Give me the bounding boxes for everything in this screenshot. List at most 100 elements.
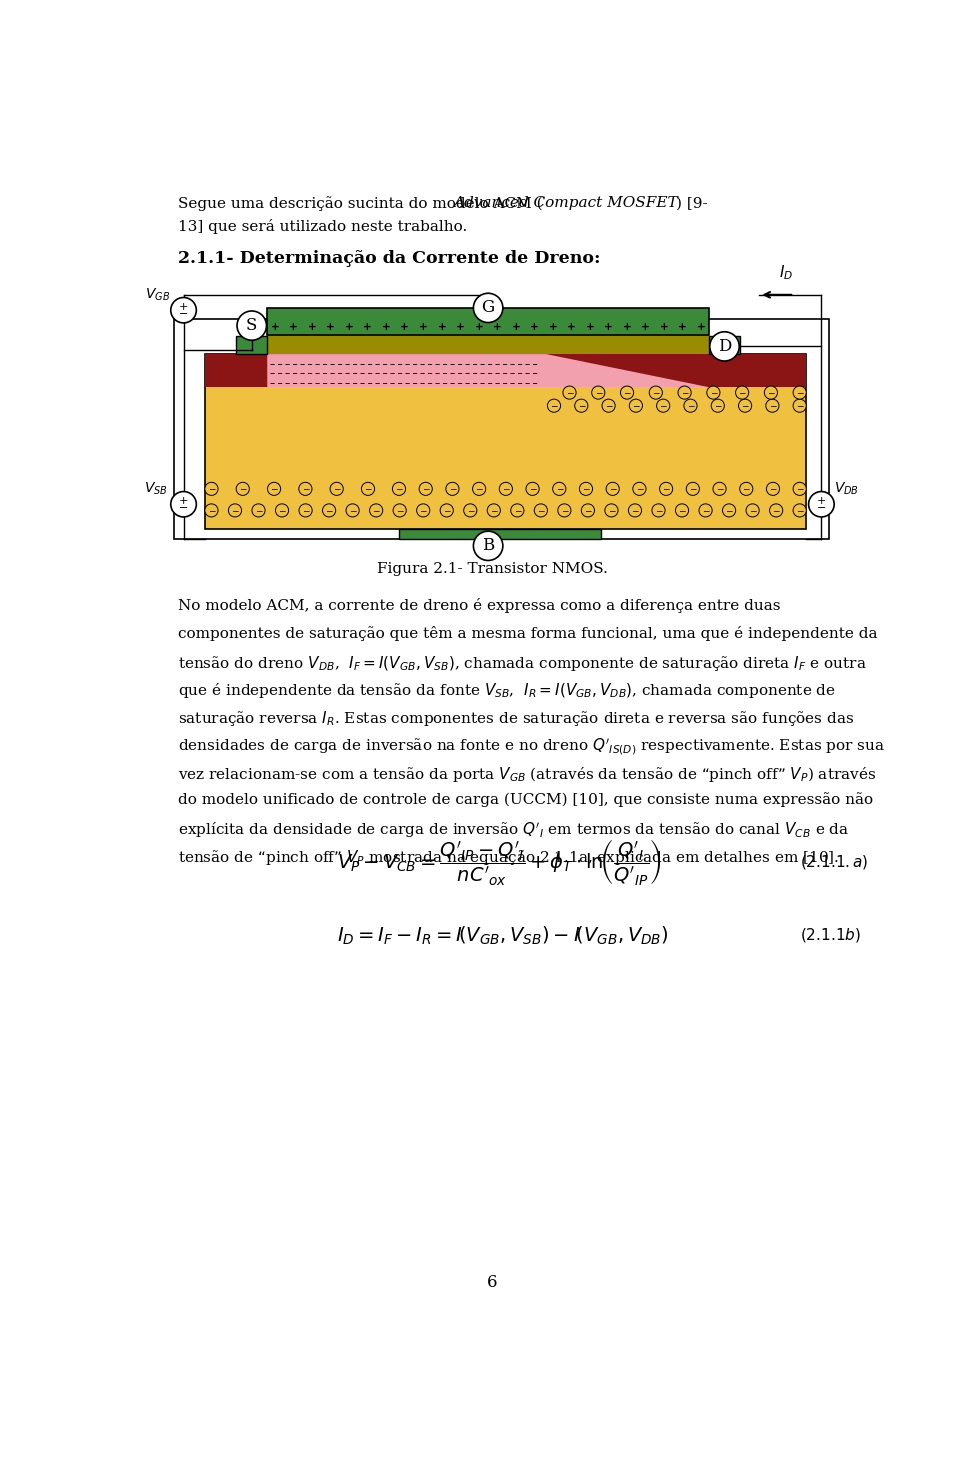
- Circle shape: [770, 504, 782, 516]
- Text: −: −: [767, 388, 775, 397]
- Text: −: −: [239, 484, 247, 493]
- Text: −: −: [179, 308, 188, 319]
- Circle shape: [563, 386, 576, 400]
- Circle shape: [766, 482, 780, 496]
- Circle shape: [738, 400, 752, 412]
- Text: −: −: [443, 506, 450, 515]
- Circle shape: [709, 332, 739, 361]
- Bar: [709, 336, 740, 354]
- Circle shape: [420, 482, 432, 496]
- Text: −: −: [702, 506, 709, 515]
- Text: Advanced Compact MOSFET: Advanced Compact MOSFET: [453, 196, 678, 211]
- Text: −: −: [420, 506, 427, 515]
- Text: +: +: [660, 322, 668, 332]
- Text: −: −: [582, 484, 589, 493]
- Text: −: −: [364, 484, 372, 493]
- Text: +: +: [179, 302, 188, 311]
- Text: $V_{GB}$: $V_{GB}$: [145, 286, 170, 302]
- Circle shape: [323, 504, 336, 516]
- Circle shape: [553, 482, 565, 496]
- Text: +: +: [474, 322, 483, 332]
- Text: 2.1.1- Determinação da Corrente de Dreno:: 2.1.1- Determinação da Corrente de Dreno…: [179, 251, 601, 267]
- Text: −: −: [490, 506, 497, 515]
- Circle shape: [707, 386, 720, 400]
- Text: D: D: [718, 338, 732, 355]
- Circle shape: [580, 482, 592, 496]
- Text: −: −: [396, 484, 403, 493]
- Text: −: −: [333, 484, 341, 493]
- Text: +: +: [289, 322, 298, 332]
- Text: −: −: [769, 401, 776, 410]
- Circle shape: [299, 482, 312, 496]
- Text: tensão de “pinch off” $V_P$ mostrada na equação 2.1.1a, explicada em detalhes em: tensão de “pinch off” $V_P$ mostrada na …: [179, 848, 839, 867]
- Circle shape: [535, 504, 547, 516]
- Circle shape: [793, 386, 806, 400]
- Text: Figura 2.1- Transistor NMOS.: Figura 2.1- Transistor NMOS.: [376, 562, 608, 577]
- Text: tensão do dreno $V_{DB}$,  $I_F = I(V_{GB},V_{SB})$, chamada componente de satur: tensão do dreno $V_{DB}$, $I_F = I(V_{GB…: [179, 653, 867, 673]
- Circle shape: [699, 504, 712, 516]
- Text: −: −: [681, 388, 688, 397]
- Circle shape: [657, 400, 670, 412]
- Text: −: −: [796, 484, 804, 493]
- Text: +: +: [817, 496, 826, 506]
- Circle shape: [204, 482, 218, 496]
- Circle shape: [558, 504, 571, 516]
- Circle shape: [526, 482, 540, 496]
- Text: −: −: [537, 506, 544, 515]
- Text: $I_D$: $I_D$: [780, 264, 794, 283]
- Text: −: −: [796, 506, 804, 515]
- Text: −: −: [709, 388, 717, 397]
- Text: −: −: [529, 484, 537, 493]
- Circle shape: [582, 504, 594, 516]
- Text: −: −: [396, 506, 403, 515]
- Circle shape: [204, 504, 218, 516]
- Text: −: −: [662, 484, 670, 493]
- Text: $V_{SB}$: $V_{SB}$: [144, 481, 168, 497]
- Text: G: G: [482, 299, 494, 317]
- Text: +: +: [586, 322, 594, 332]
- Circle shape: [739, 482, 753, 496]
- Text: −: −: [608, 506, 615, 515]
- Circle shape: [620, 386, 634, 400]
- Text: −: −: [632, 506, 638, 515]
- Text: +: +: [567, 322, 576, 332]
- Text: −: −: [278, 506, 286, 515]
- Text: +: +: [456, 322, 465, 332]
- Circle shape: [678, 386, 691, 400]
- Circle shape: [746, 504, 759, 516]
- Text: +: +: [400, 322, 409, 332]
- Text: −: −: [817, 503, 826, 513]
- Text: −: −: [325, 506, 333, 515]
- Circle shape: [684, 400, 697, 412]
- Text: +: +: [623, 322, 632, 332]
- Text: −: −: [655, 506, 662, 515]
- Text: −: −: [632, 401, 639, 410]
- Text: +: +: [697, 322, 706, 332]
- Text: −: −: [796, 388, 804, 397]
- Text: No modelo ACM, a corrente de dreno é expressa como a diferença entre duas: No modelo ACM, a corrente de dreno é exp…: [179, 599, 780, 614]
- Text: 13] que será utilizado neste trabalho.: 13] que será utilizado neste trabalho.: [179, 220, 468, 235]
- Text: −: −: [271, 484, 277, 493]
- Circle shape: [299, 504, 312, 516]
- Circle shape: [499, 482, 513, 496]
- Circle shape: [237, 311, 267, 341]
- Circle shape: [171, 298, 197, 323]
- Circle shape: [236, 482, 250, 496]
- Text: $V_{DB}$: $V_{DB}$: [834, 481, 859, 497]
- Text: vez relacionam-se com a tensão da porta $V_{GB}$ (através da tensão de “pinch of: vez relacionam-se com a tensão da porta …: [179, 764, 876, 783]
- Text: −: −: [372, 506, 380, 515]
- Circle shape: [605, 504, 618, 516]
- Text: −: −: [689, 484, 697, 493]
- Text: −: −: [594, 388, 602, 397]
- Text: −: −: [348, 506, 356, 515]
- Text: explícita da densidade de carga de inversão $Q'_I$ em termos da tensão do canal : explícita da densidade de carga de inver…: [179, 820, 850, 839]
- Text: −: −: [561, 506, 568, 515]
- Text: +: +: [641, 322, 650, 332]
- Text: do modelo unificado de controle de carga (UCCM) [10], que consiste numa expressã: do modelo unificado de controle de carga…: [179, 792, 874, 807]
- Text: −: −: [207, 506, 215, 515]
- Text: −: −: [796, 401, 804, 410]
- Circle shape: [445, 482, 459, 496]
- Circle shape: [711, 400, 725, 412]
- Text: −: −: [749, 506, 756, 515]
- Circle shape: [361, 482, 374, 496]
